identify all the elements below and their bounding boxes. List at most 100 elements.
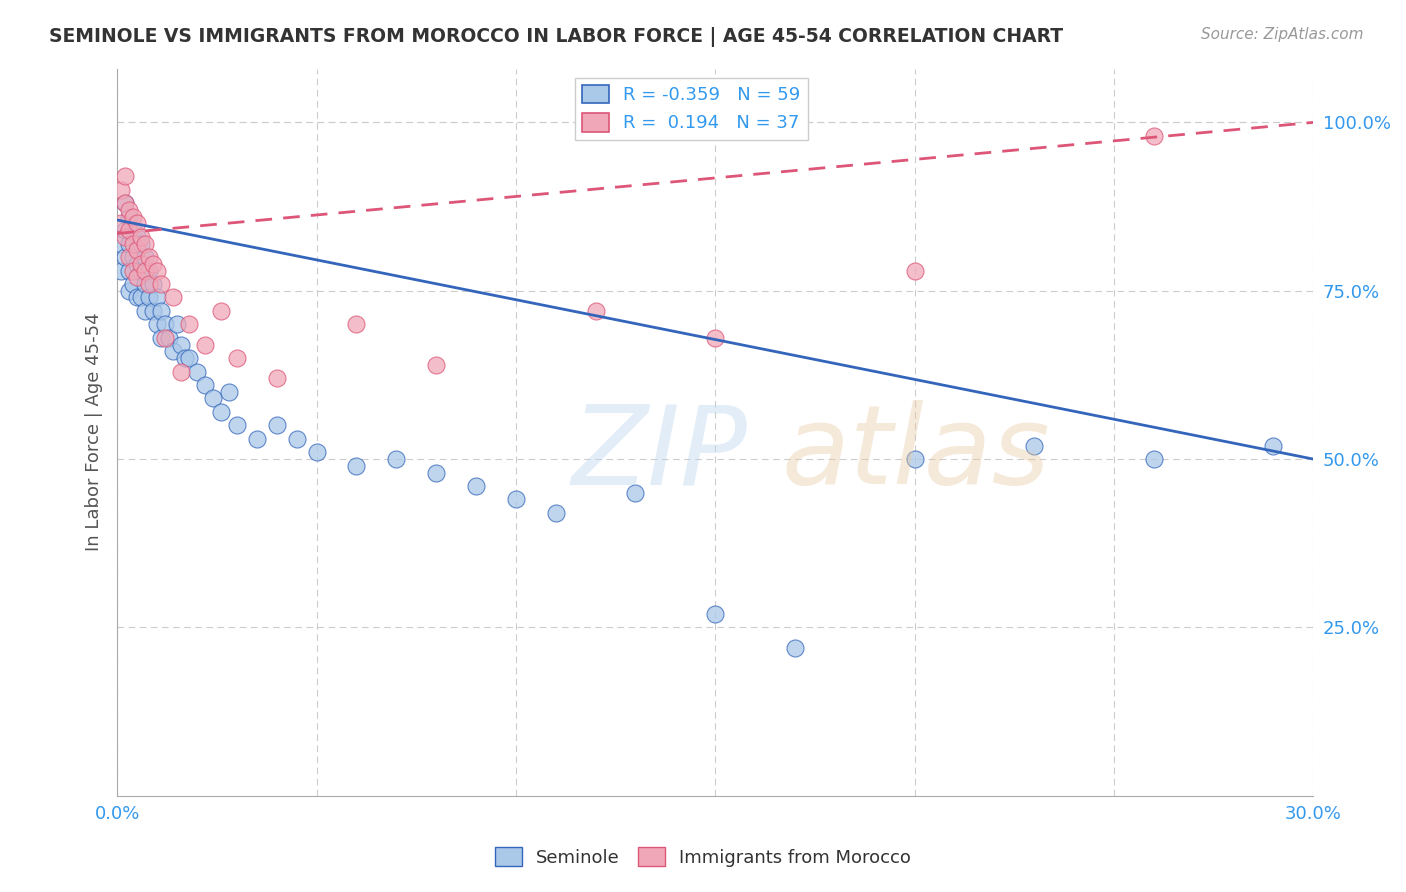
Point bbox=[114, 223, 136, 237]
Point bbox=[129, 290, 152, 304]
Point bbox=[146, 290, 169, 304]
Point bbox=[174, 351, 197, 365]
Point bbox=[544, 506, 567, 520]
Point bbox=[166, 318, 188, 332]
Point bbox=[385, 452, 408, 467]
Point bbox=[114, 230, 136, 244]
Point bbox=[134, 236, 156, 251]
Point bbox=[218, 384, 240, 399]
Point bbox=[127, 244, 149, 258]
Point bbox=[194, 378, 217, 392]
Point bbox=[146, 263, 169, 277]
Point bbox=[127, 230, 149, 244]
Point bbox=[110, 263, 132, 277]
Text: ZIP: ZIP bbox=[572, 401, 748, 508]
Point bbox=[134, 277, 156, 291]
Point bbox=[704, 607, 727, 621]
Point bbox=[186, 365, 208, 379]
Point bbox=[157, 331, 180, 345]
Point bbox=[138, 290, 160, 304]
Point bbox=[225, 351, 247, 365]
Point bbox=[142, 277, 165, 291]
Point bbox=[465, 479, 488, 493]
Point bbox=[122, 277, 145, 291]
Point bbox=[118, 263, 141, 277]
Point bbox=[129, 263, 152, 277]
Point bbox=[110, 183, 132, 197]
Point bbox=[138, 250, 160, 264]
Point bbox=[138, 263, 160, 277]
Point bbox=[153, 318, 176, 332]
Point bbox=[266, 418, 288, 433]
Point bbox=[624, 485, 647, 500]
Text: SEMINOLE VS IMMIGRANTS FROM MOROCCO IN LABOR FORCE | AGE 45-54 CORRELATION CHART: SEMINOLE VS IMMIGRANTS FROM MOROCCO IN L… bbox=[49, 27, 1063, 46]
Point bbox=[903, 263, 925, 277]
Point bbox=[138, 277, 160, 291]
Y-axis label: In Labor Force | Age 45-54: In Labor Force | Age 45-54 bbox=[86, 313, 103, 551]
Point bbox=[170, 337, 193, 351]
Point bbox=[344, 318, 367, 332]
Text: Source: ZipAtlas.com: Source: ZipAtlas.com bbox=[1201, 27, 1364, 42]
Point bbox=[170, 365, 193, 379]
Point bbox=[122, 250, 145, 264]
Point bbox=[114, 250, 136, 264]
Point bbox=[142, 304, 165, 318]
Point bbox=[142, 257, 165, 271]
Point bbox=[118, 236, 141, 251]
Point bbox=[425, 358, 447, 372]
Point bbox=[177, 318, 200, 332]
Point bbox=[505, 492, 527, 507]
Point bbox=[134, 304, 156, 318]
Point bbox=[118, 210, 141, 224]
Point bbox=[122, 223, 145, 237]
Point bbox=[162, 344, 184, 359]
Point bbox=[225, 418, 247, 433]
Point bbox=[1263, 439, 1285, 453]
Point bbox=[114, 169, 136, 184]
Point bbox=[127, 270, 149, 285]
Point bbox=[150, 277, 173, 291]
Point bbox=[150, 304, 173, 318]
Point bbox=[114, 196, 136, 211]
Point bbox=[118, 284, 141, 298]
Point bbox=[305, 445, 328, 459]
Point bbox=[122, 263, 145, 277]
Point bbox=[118, 250, 141, 264]
Point bbox=[162, 290, 184, 304]
Point bbox=[122, 210, 145, 224]
Point bbox=[246, 432, 269, 446]
Point bbox=[146, 318, 169, 332]
Point bbox=[129, 230, 152, 244]
Point bbox=[129, 236, 152, 251]
Point bbox=[344, 458, 367, 473]
Text: atlas: atlas bbox=[780, 401, 1050, 508]
Point bbox=[209, 405, 232, 419]
Point bbox=[201, 392, 224, 406]
Point bbox=[134, 250, 156, 264]
Point bbox=[127, 216, 149, 230]
Point bbox=[118, 202, 141, 217]
Legend: Seminole, Immigrants from Morocco: Seminole, Immigrants from Morocco bbox=[488, 840, 918, 874]
Point bbox=[127, 290, 149, 304]
Point bbox=[1143, 452, 1166, 467]
Point bbox=[118, 223, 141, 237]
Point bbox=[425, 466, 447, 480]
Point bbox=[127, 257, 149, 271]
Point bbox=[1143, 128, 1166, 143]
Point bbox=[1024, 439, 1046, 453]
Point bbox=[150, 331, 173, 345]
Point bbox=[122, 236, 145, 251]
Point bbox=[209, 304, 232, 318]
Point bbox=[783, 640, 806, 655]
Point bbox=[585, 304, 607, 318]
Legend: R = -0.359   N = 59, R =  0.194   N = 37: R = -0.359 N = 59, R = 0.194 N = 37 bbox=[575, 78, 808, 140]
Point bbox=[153, 331, 176, 345]
Point bbox=[110, 216, 132, 230]
Point bbox=[129, 257, 152, 271]
Point bbox=[110, 236, 132, 251]
Point bbox=[134, 263, 156, 277]
Point bbox=[285, 432, 308, 446]
Point bbox=[704, 331, 727, 345]
Point bbox=[177, 351, 200, 365]
Point bbox=[266, 371, 288, 385]
